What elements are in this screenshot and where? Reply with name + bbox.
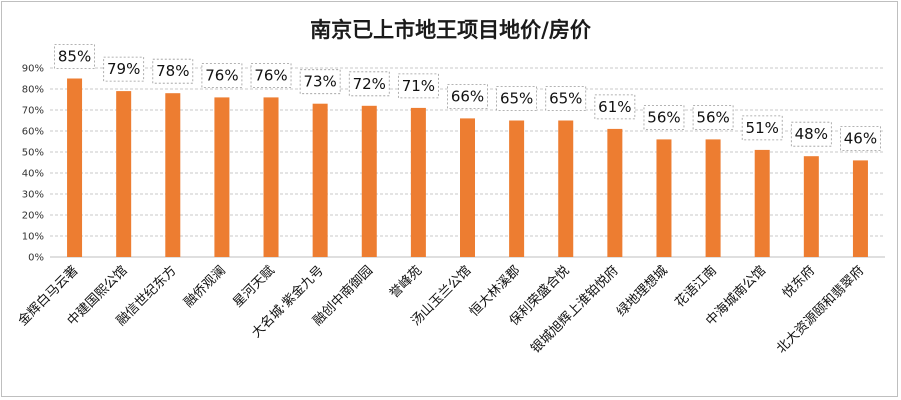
data-label: 71% [397,73,439,99]
data-label: 76% [201,63,243,88]
data-label-box [299,69,341,95]
bar [263,97,279,258]
data-label-text: 79% [107,60,140,78]
data-label: 65% [496,86,538,111]
bar [656,139,672,257]
data-label-text: 72% [353,75,386,93]
bar [558,120,574,257]
bar [509,120,525,257]
data-label-box [643,105,685,130]
data-label-text: 76% [205,66,238,84]
data-label: 79% [103,56,145,82]
bar [803,156,819,257]
data-label-text: 76% [254,66,287,84]
y-tick-label: 20% [22,211,44,222]
data-label-text: 56% [647,108,680,126]
data-label: 46% [840,126,881,151]
y-tick-label: 60% [22,127,44,138]
y-tick-label: 90% [22,64,44,75]
data-label-text: 78% [156,62,189,80]
bar [852,160,868,257]
data-label: 76% [250,63,292,88]
data-label: 48% [790,121,832,147]
y-tick-label: 80% [22,85,44,96]
data-label: 85% [54,44,95,69]
bar [460,118,475,258]
x-tick-label: 悦东府 [780,263,818,301]
data-label-box [397,73,439,99]
data-label-box [496,86,538,111]
data-label-box [741,115,783,141]
data-label: 56% [692,105,734,130]
x-tick-label: 融侨观澜 [181,263,228,310]
data-label: 65% [545,86,587,111]
data-label-box [250,63,292,88]
data-label-text: 56% [696,108,729,126]
y-tick-label: 30% [22,190,44,201]
bar [410,107,426,258]
data-label-box [348,71,390,97]
bar [165,93,181,257]
data-label-text: 73% [303,73,336,91]
data-label-box [790,121,832,147]
data-label-text: 46% [844,129,877,147]
data-label: 72% [348,71,390,97]
y-tick-label: 70% [22,106,44,117]
x-tick-label: 誉峰苑 [387,263,425,301]
bar [705,139,721,257]
data-label-box [840,126,881,151]
bar [116,91,132,257]
x-tick-label: 花语江南 [672,263,720,311]
y-tick-label: 50% [22,148,44,159]
bar [754,149,770,257]
x-tick-label: 北大资源颐和翡翠府 [774,263,867,356]
y-tick-label: 10% [22,232,44,243]
data-label-text: 65% [549,90,582,108]
data-label-text: 66% [451,87,484,105]
data-label: 51% [741,115,783,141]
x-tick-label: 星河天赋 [230,263,277,310]
data-label-box [54,44,95,69]
bar [214,97,230,258]
y-tick-label: 40% [22,169,44,180]
bar [67,78,83,257]
y-tick-label: 0% [28,253,44,264]
chart-title: 南京已上市地王项目地价/房价 [310,18,591,42]
data-label: 73% [299,69,341,95]
bar [361,105,377,257]
data-label-text: 61% [598,98,631,116]
data-label-box [103,56,145,82]
data-label-box [545,86,587,111]
bar [607,128,623,257]
data-label-box [447,84,488,109]
data-label-text: 71% [402,77,435,95]
data-label: 61% [594,94,636,120]
x-tick-label: 绿地理想城 [614,263,671,320]
data-label-text: 65% [500,90,533,108]
data-label-box [201,63,243,88]
data-label-text: 48% [795,125,828,143]
data-label-box [692,105,734,130]
data-label-text: 85% [58,48,91,66]
data-label: 78% [152,58,194,84]
data-label: 56% [643,105,685,130]
data-label-box [594,94,636,120]
x-tick-label: 银城旭辉上淮铂悦府 [528,263,622,357]
data-label: 66% [447,84,488,109]
bar [312,103,328,257]
data-label-text: 51% [746,119,779,137]
data-label-box [152,58,194,84]
